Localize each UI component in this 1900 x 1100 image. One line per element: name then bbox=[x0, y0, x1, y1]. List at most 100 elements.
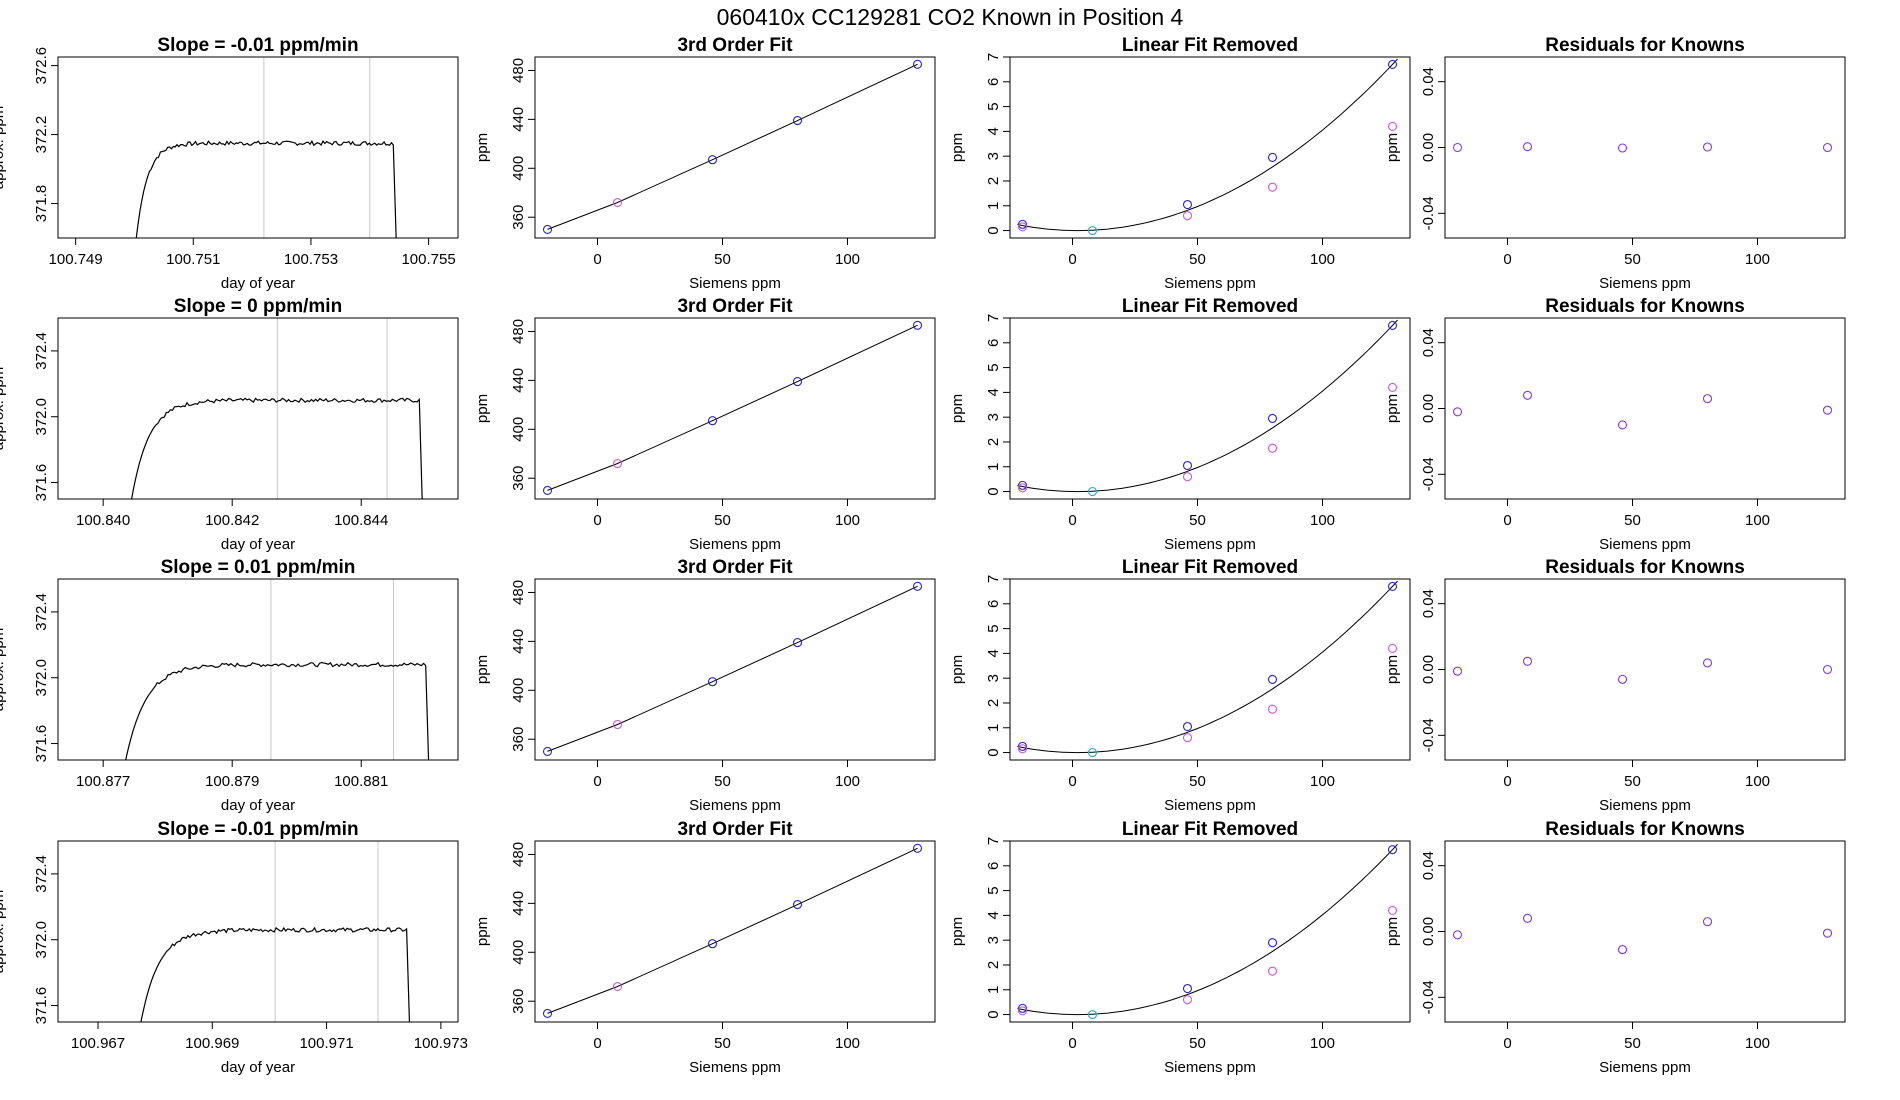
data-point bbox=[1387, 845, 1398, 855]
data-point bbox=[1017, 483, 1028, 493]
x-tick-label: 50 bbox=[1189, 1035, 1206, 1052]
panel-title: Residuals for Knowns bbox=[1545, 35, 1745, 56]
plot-area bbox=[542, 843, 923, 1018]
x-axis-label: Siemens ppm bbox=[1599, 797, 1691, 814]
x-tick-label: 100.844 bbox=[334, 512, 388, 529]
y-axis-label: ppm bbox=[1384, 917, 1401, 946]
y-axis-label: ppm bbox=[474, 917, 491, 946]
y-tick-label: 400 bbox=[510, 678, 527, 703]
y-tick-label: 440 bbox=[510, 891, 527, 916]
data-point bbox=[1182, 199, 1193, 210]
data-point bbox=[1822, 928, 1833, 938]
y-axis-label: ppm bbox=[1384, 133, 1401, 162]
plot-frame bbox=[534, 56, 936, 239]
data-point bbox=[1017, 744, 1028, 754]
panel-title: Linear Fit Removed bbox=[1122, 296, 1298, 317]
x-axis-label: Siemens ppm bbox=[1599, 536, 1691, 553]
x-tick-label: 0 bbox=[593, 1035, 601, 1052]
x-tick-label: 100.971 bbox=[299, 1035, 353, 1052]
data-point bbox=[542, 1008, 553, 1018]
panel-title: Residuals for Knowns bbox=[1545, 557, 1745, 578]
y-tick-label: 5 bbox=[985, 886, 1002, 894]
analyzer-trace bbox=[140, 926, 411, 1022]
y-axis-label: approx. ppm bbox=[0, 628, 7, 711]
y-tick-label: 400 bbox=[510, 417, 527, 442]
panel-title: Slope = 0 ppm/min bbox=[174, 296, 342, 317]
y-axis-label: ppm bbox=[949, 133, 966, 162]
data-point bbox=[1267, 152, 1278, 162]
y-tick-label: 440 bbox=[510, 107, 527, 132]
y-tick-label: 372.0 bbox=[33, 398, 50, 436]
y-tick-label: 372.6 bbox=[33, 47, 50, 85]
y-tick-label: 371.8 bbox=[33, 185, 50, 223]
x-tick-label: 100.969 bbox=[185, 1035, 239, 1052]
data-point bbox=[612, 981, 623, 992]
plot-area bbox=[542, 581, 923, 756]
x-tick-label: 100.879 bbox=[205, 773, 259, 790]
y-tick-label: 2 bbox=[985, 699, 1002, 707]
x-tick-label: 0 bbox=[1068, 251, 1076, 268]
panel-title: 3rd Order Fit bbox=[677, 35, 793, 56]
plot-area bbox=[140, 841, 411, 1022]
panel-title: 3rd Order Fit bbox=[677, 819, 793, 840]
plot-area bbox=[135, 57, 397, 238]
y-axis-label: approx. ppm bbox=[0, 106, 7, 189]
x-tick-label: 50 bbox=[1624, 773, 1641, 790]
y-axis-label: approx. ppm bbox=[0, 367, 7, 450]
x-axis-label: Siemens ppm bbox=[1599, 1059, 1691, 1076]
y-tick-label: 2 bbox=[985, 961, 1002, 969]
panel-title: Linear Fit Removed bbox=[1122, 819, 1298, 840]
y-axis-label: ppm bbox=[474, 394, 491, 423]
data-point bbox=[912, 320, 923, 330]
y-tick-label: 360 bbox=[510, 205, 527, 230]
plot-area bbox=[1452, 913, 1833, 955]
plot-area bbox=[1452, 142, 1833, 153]
plot-frame bbox=[534, 317, 936, 500]
y-tick-label: 1 bbox=[985, 986, 1002, 994]
x-tick-label: 0 bbox=[1503, 251, 1511, 268]
data-point bbox=[1017, 480, 1028, 490]
fit-curve bbox=[1017, 319, 1398, 493]
fit-curve bbox=[547, 847, 918, 1014]
y-tick-label: 372.0 bbox=[33, 921, 50, 959]
x-axis-label: day of year bbox=[221, 536, 295, 553]
panel-title: Slope = -0.01 ppm/min bbox=[157, 35, 358, 56]
data-point bbox=[612, 719, 623, 730]
plot-frame bbox=[57, 56, 459, 239]
data-point bbox=[1617, 674, 1628, 684]
y-tick-label: 372.4 bbox=[33, 332, 50, 370]
panel-title: 3rd Order Fit bbox=[677, 557, 793, 578]
fit-curve bbox=[1017, 58, 1398, 232]
y-tick-label: 6 bbox=[985, 600, 1002, 608]
plot-area bbox=[1452, 390, 1833, 430]
panel-4-1: Slope = -0.01 ppm/min day of year approx. … bbox=[0, 819, 468, 1076]
data-point bbox=[1522, 390, 1533, 400]
data-point bbox=[707, 939, 718, 949]
fit-curve bbox=[547, 585, 918, 752]
analyzer-trace bbox=[125, 661, 430, 760]
data-point bbox=[1182, 472, 1193, 482]
panel-2-2: 3rd Order Fit Siemens ppm ppm 0 50 100 360 400 4… bbox=[474, 296, 936, 553]
data-point bbox=[1522, 142, 1533, 152]
data-point bbox=[1702, 658, 1713, 668]
y-tick-label: 5 bbox=[985, 102, 1002, 110]
data-point bbox=[542, 224, 553, 234]
panel-4-3: Linear Fit Removed Siemens ppm ppm 0 50 100 0 1… bbox=[949, 819, 1411, 1076]
data-point bbox=[792, 377, 803, 387]
x-tick-label: 100 bbox=[1745, 1035, 1770, 1052]
data-point bbox=[707, 155, 718, 165]
x-tick-label: 0 bbox=[593, 512, 601, 529]
data-point bbox=[1267, 704, 1278, 714]
plot-frame bbox=[534, 840, 936, 1023]
panel-3-4: Residuals for Knowns Siemens ppm ppm 0 50 100… bbox=[1384, 557, 1846, 814]
y-tick-label: 0.04 bbox=[1420, 328, 1437, 357]
panel-1-2: 3rd Order Fit Siemens ppm ppm 0 50 100 360 400 4… bbox=[474, 35, 936, 292]
x-tick-label: 100 bbox=[1310, 251, 1335, 268]
y-axis-label: ppm bbox=[474, 655, 491, 684]
y-tick-label: 400 bbox=[510, 940, 527, 965]
panel-4-2: 3rd Order Fit Siemens ppm ppm 0 50 100 360 400 4… bbox=[474, 819, 936, 1076]
y-tick-label: 0.00 bbox=[1420, 394, 1437, 423]
plot-area bbox=[542, 320, 923, 495]
y-tick-label: 6 bbox=[985, 78, 1002, 86]
plot-area bbox=[1017, 58, 1398, 236]
